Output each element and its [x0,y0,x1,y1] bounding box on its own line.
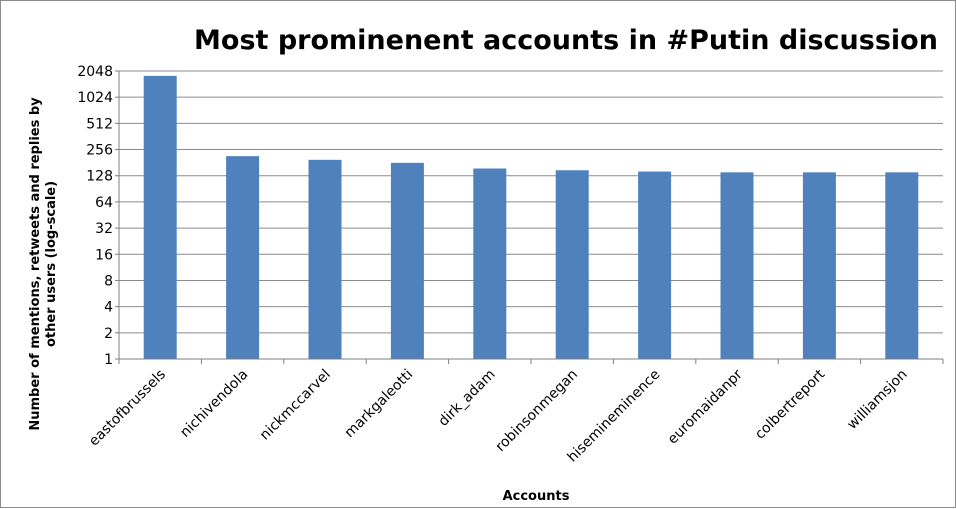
bar [226,156,260,359]
x-tick-label: williamsjon [844,367,910,433]
x-tick-label: euromaidanpr [665,366,746,447]
y-tick-label: 1024 [77,90,113,106]
y-tick-label: 64 [95,195,113,211]
axes [115,70,944,364]
bar [308,159,342,359]
x-tick-label: robinsonmegan [493,367,581,455]
bar [390,162,424,359]
chart-title: Most prominenent accounts in #Putin disc… [194,25,938,56]
y-axis-label-line-2: other users (log-scale) [44,181,59,347]
y-tick-label: 128 [86,169,113,185]
bar [720,172,754,359]
y-tick-label: 2 [104,326,113,342]
bar [555,170,589,359]
y-axis-label-line-1: Number of mentions, retweets and replies… [28,97,43,431]
x-tick-label: hisemineminence [565,367,664,466]
y-tick-labels: 1 2 4 8 16 32 64 128 256 512 1024 2048 [77,64,113,368]
bar [802,172,836,359]
bar [473,168,507,359]
y-tick-label: 512 [86,116,113,132]
x-tick-label: colbertreport [752,366,828,442]
bar [143,75,177,359]
y-tick-label: 256 [86,143,113,159]
x-tick-label: nickmccarvel [257,367,334,444]
y-tick-label: 2048 [77,64,113,80]
x-tick-labels: eastofbrussels nichivendola nickmccarvel ma… [86,366,911,465]
x-tick-label: markgaleotti [342,367,417,442]
x-tick-label: dirk_adam [435,367,498,430]
x-axis-label: Accounts [503,489,570,504]
y-tick-label: 8 [104,273,113,289]
x-tick-label: eastofbrussels [86,367,169,450]
y-tick-label: 16 [95,247,113,263]
y-tick-label: 4 [104,300,113,316]
x-tick-label: nichivendola [177,367,251,441]
y-tick-label: 32 [95,221,113,237]
bar [638,171,672,359]
bar [885,172,919,359]
bars [143,75,919,359]
y-axis-label: Number of mentions, retweets and replies… [28,97,59,431]
y-tick-label: 1 [104,352,113,368]
